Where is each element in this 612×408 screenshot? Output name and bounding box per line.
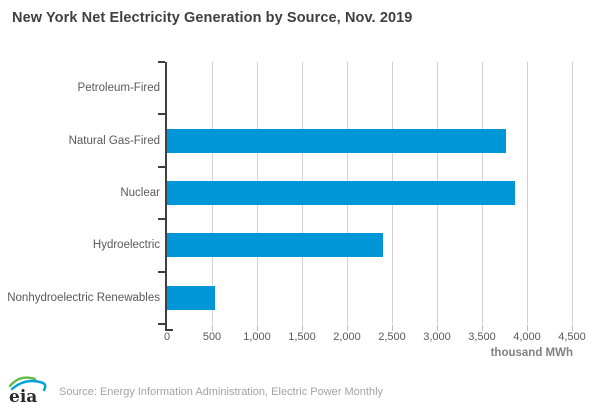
eia-logo: eia <box>8 376 47 405</box>
y-axis-tick <box>158 323 165 325</box>
y-axis-tick <box>158 165 165 168</box>
eia-logo-text: eia <box>9 387 37 405</box>
x-axis-unit-label: thousand MWh <box>490 347 573 359</box>
x-tick-label: 0 <box>163 331 171 343</box>
y-axis-zero-tick <box>165 329 173 331</box>
category-label: Hydroelectric <box>92 239 160 252</box>
x-axis-tick <box>347 325 348 331</box>
x-tick-label: 1,000 <box>243 331 271 343</box>
category-label: Petroleum-Fired <box>77 82 160 95</box>
y-axis-line <box>165 62 167 331</box>
bar-nonhydroelectric-renewables <box>167 285 216 310</box>
category-label: Nonhydroelectric Renewables <box>7 291 160 304</box>
y-axis-tick <box>158 61 165 63</box>
x-axis-tick <box>482 325 483 331</box>
eia-logo-green-arc <box>8 376 37 388</box>
bar-hydroelectric <box>167 233 383 258</box>
x-tick-label: 2,500 <box>378 331 406 343</box>
x-axis-tick <box>302 325 303 331</box>
eia-logo-blue-arc <box>10 379 47 392</box>
gridline <box>572 62 573 324</box>
source-text: Source: Energy Information Administratio… <box>59 386 384 398</box>
y-axis-tick <box>158 218 165 221</box>
x-axis-tick <box>212 325 213 331</box>
x-axis-tick <box>392 325 393 331</box>
x-tick-label: 4,500 <box>558 331 586 343</box>
gridline <box>527 62 528 324</box>
x-axis-tick <box>437 325 438 331</box>
footer: eia Source: Energy Information Administr… <box>7 372 612 406</box>
category-label: Natural Gas-Fired <box>68 134 160 147</box>
x-tick-label: 1,500 <box>288 331 316 343</box>
chart-title: New York Net Electricity Generation by S… <box>12 10 413 26</box>
x-tick-label: 500 <box>202 331 222 343</box>
x-tick-label: 3,000 <box>423 331 451 343</box>
bar-natural-gas-fired <box>167 128 507 153</box>
x-axis-tick <box>572 325 573 331</box>
category-label: Nuclear <box>120 186 160 199</box>
y-axis-tick <box>158 270 165 273</box>
x-axis-tick <box>257 325 258 331</box>
bar-nuclear <box>167 181 516 205</box>
y-axis-labels: Petroleum-Fired Natural Gas-Fired Nuclear H… <box>0 62 160 324</box>
plot-area <box>167 62 573 324</box>
x-tick-label: 3,500 <box>468 331 496 343</box>
y-axis-tick <box>158 113 165 116</box>
x-tick-label: 2,000 <box>333 331 361 343</box>
x-tick-label: 4,000 <box>513 331 541 343</box>
x-axis-tick <box>527 325 528 331</box>
